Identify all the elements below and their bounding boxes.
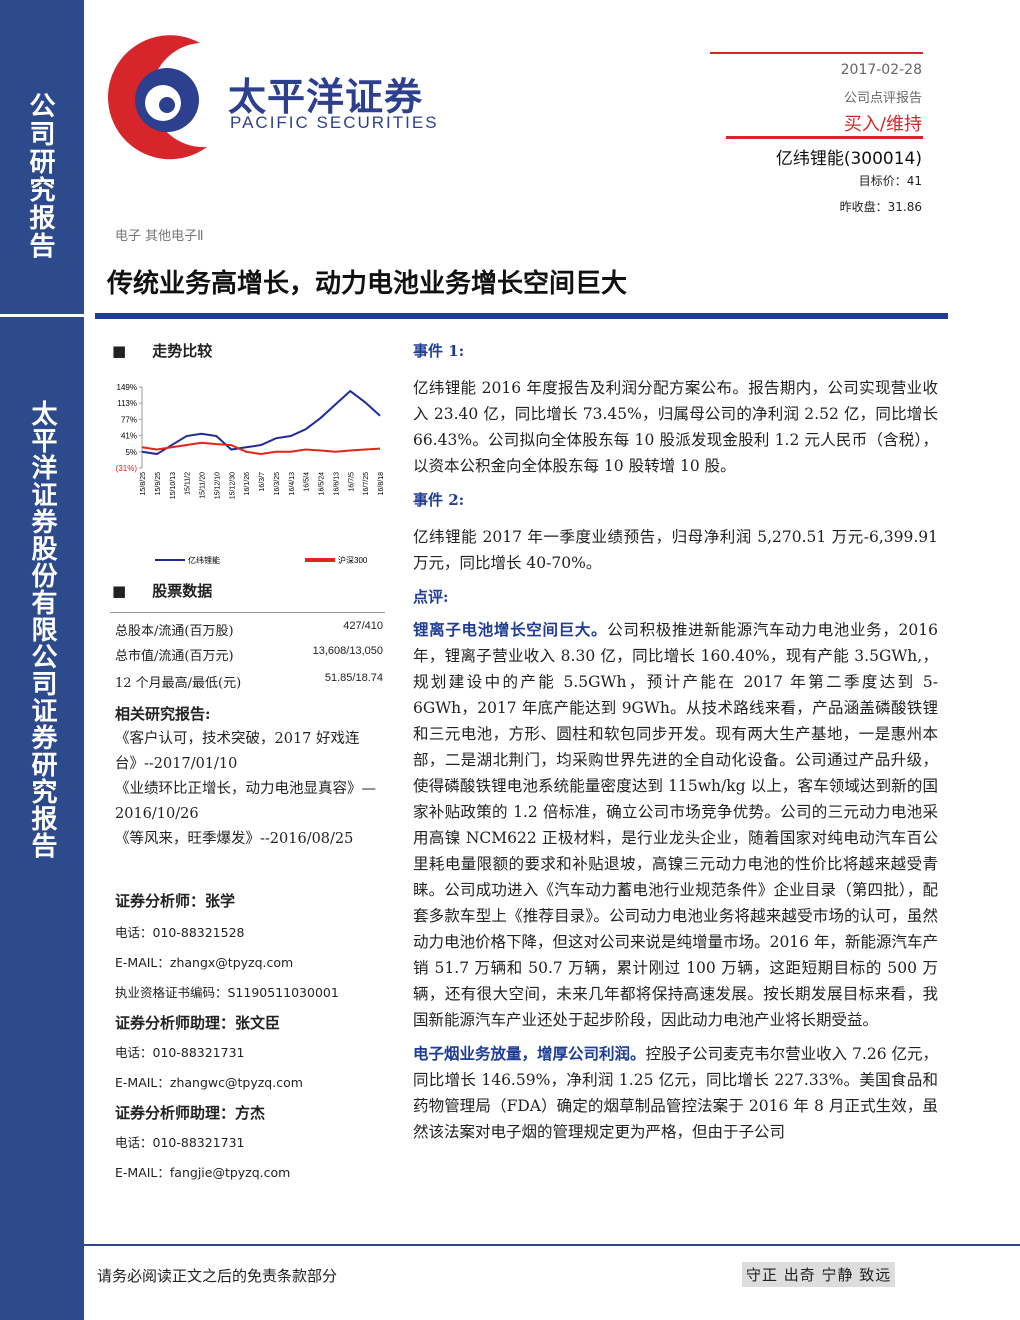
event-text: 亿纬锂能 2016 年度报告及利润分配方案公布。报告期内，公司实现营业收入 23… xyxy=(413,379,938,475)
x-tick-label: 16/3/25 xyxy=(274,472,281,495)
sidebar xyxy=(0,0,84,1320)
related-item: 《等风来，旺季爆发》--2016/08/25 xyxy=(115,831,354,847)
section-heading: ■ 股票数据 xyxy=(112,582,213,600)
stock-row: 12 个月最高/最低(元) 51.85/18.74 xyxy=(115,672,383,691)
x-tick-label: 15/10/13 xyxy=(170,472,177,499)
label: 12 个月最高/最低(元) xyxy=(115,676,242,691)
label: 总市值/流通(百万元) xyxy=(115,649,234,664)
event-heading: 事件 1: xyxy=(413,342,465,360)
analyst-license: 执业资格证书编码：S1190511030001 xyxy=(115,985,339,1000)
target-price: 目标价：41 xyxy=(858,174,922,188)
footer-rule xyxy=(84,1244,1020,1246)
rule xyxy=(726,136,923,139)
y-tick-label: 149% xyxy=(117,383,137,392)
related-heading: 相关研究报告: xyxy=(115,705,211,723)
motto: 守正 出奇 宁静 致远 xyxy=(742,1262,896,1287)
analyst-email: E-MAIL：fangjie@tpyzq.com xyxy=(115,1165,291,1180)
related-list: 《客户认可，技术突破，2017 好戏连台》--2017/01/10 《业绩环比正… xyxy=(115,727,385,852)
rule xyxy=(110,612,385,613)
trend-chart: 149% 113% 77% 41% 5% (31%)15/8/25 15/9/25 15/10… xyxy=(116,383,385,565)
rule xyxy=(710,52,923,54)
analyst-role: 证券分析师：张学 xyxy=(115,892,236,910)
event-text: 亿纬锂能 2017 年一季度业绩预告，归母净利润 5,270.51 万元-6,3… xyxy=(413,528,938,572)
review-paragraph: 电子烟业务放量，增厚公司利润。控股子公司麦克韦尔营业收入 7.26 亿元，同比增… xyxy=(413,1041,938,1145)
review-heading: 点评: xyxy=(413,588,449,606)
x-tick-label: 15/11/20 xyxy=(200,472,207,499)
main-column: 事件 1: 亿纬锂能 2016 年度报告及利润分配方案公布。报告期内，公司实现营… xyxy=(413,340,938,1145)
analyst-email: E-MAIL：zhangwc@tpyzq.com xyxy=(115,1075,303,1090)
sidebar-bottom: 太平洋证券股份有限公司证券研究报告 xyxy=(27,400,57,859)
heading-text: 股票数据 xyxy=(152,582,213,600)
logo-en: PACIFIC SECURITIES xyxy=(230,113,439,132)
value: 13,608/13,050 xyxy=(312,645,383,657)
series-line xyxy=(141,389,381,456)
x-tick-label: 15/8/25 xyxy=(140,472,147,495)
x-tick-label: 16/8/18 xyxy=(378,472,385,495)
value: 51.85/18.74 xyxy=(324,672,383,684)
x-tick-label: 16/3/7 xyxy=(259,472,266,492)
x-tick-label: 15/9/25 xyxy=(155,472,162,495)
x-tick-label: 15/11/2 xyxy=(185,472,192,495)
value: 427/410 xyxy=(343,620,383,632)
x-tick-label: 16/7/25 xyxy=(363,472,370,495)
analysts: 证券分析师：张学 电话：010-88321528 E-MAIL：zhangx@t… xyxy=(115,890,395,1192)
x-tick-label: 15/12/10 xyxy=(214,472,221,499)
analyst-role: 证券分析师助理：方杰 xyxy=(115,1104,266,1122)
logo-cn: 太平洋证券 xyxy=(228,75,424,119)
category: 电子 其他电子Ⅱ xyxy=(115,229,204,244)
review-paragraph: 锂离子电池增长空间巨大。公司积极推进新能源汽车动力电池业务，2016 年，锂离子… xyxy=(413,617,938,1033)
rating: 买入/维持 xyxy=(843,114,922,135)
report-type: 公司点评报告 xyxy=(843,91,922,106)
analyst-phone: 电话：010-88321731 xyxy=(115,1135,245,1150)
stock-row: 总股本/流通(百万股) 427/410 xyxy=(115,620,383,639)
y-tick-label: 77% xyxy=(121,415,137,424)
sidebar-top: 公司研究报告 xyxy=(25,92,55,260)
legend-label: 沪深300 xyxy=(338,555,368,565)
title-rule xyxy=(95,313,948,319)
disclaimer: 请务必阅读正文之后的免责条款部分 xyxy=(97,1267,338,1285)
y-tick-label: (31%) xyxy=(116,464,138,473)
analyst-email: E-MAIL：zhangx@tpyzq.com xyxy=(115,955,294,970)
x-tick-label: 16/5/24 xyxy=(319,472,326,495)
legend-label: 亿纬锂能 xyxy=(188,555,220,565)
analyst-phone: 电话：010-88321731 xyxy=(115,1045,245,1060)
label: 总股本/流通(百万股) xyxy=(115,624,234,639)
x-tick-label: 16/5/4 xyxy=(304,472,311,492)
x-tick-label: 16/1/26 xyxy=(244,472,251,495)
related-item: 《业绩环比正增长，动力电池显真容》—2016/10/26 xyxy=(115,781,376,822)
title: 传统业务高增长，动力电池业务增长空间巨大 xyxy=(107,269,628,299)
prev-close: 昨收盘：31.86 xyxy=(839,200,922,214)
y-tick-label: 41% xyxy=(121,432,137,441)
y-tick-label: 113% xyxy=(117,399,137,408)
x-tick-label: 16/7/5 xyxy=(348,472,355,492)
related-item: 《客户认可，技术突破，2017 好戏连台》--2017/01/10 xyxy=(115,731,360,772)
lead: 电子烟业务放量，增厚公司利润。 xyxy=(413,1044,646,1063)
x-tick-label: 16/6/13 xyxy=(333,472,340,495)
x-tick-label: 15/12/30 xyxy=(229,472,236,499)
lead: 锂离子电池增长空间巨大。 xyxy=(413,620,608,639)
event-heading: 事件 2: xyxy=(413,491,465,509)
logo-mark xyxy=(107,35,207,160)
y-tick-label: 5% xyxy=(125,448,137,457)
stock: 亿纬锂能(300014) xyxy=(775,149,922,169)
sidebar-divider xyxy=(0,314,84,317)
stock-row: 总市值/流通(百万元) 13,608/13,050 xyxy=(115,645,383,664)
x-tick-label: 16/4/13 xyxy=(289,472,296,495)
analyst-phone: 电话：010-88321528 xyxy=(115,925,245,940)
analyst-role: 证券分析师助理：张文臣 xyxy=(115,1014,281,1032)
body: 控股子公司麦克韦尔营业收入 7.26 亿元，同比增长 146.59%，净利润 1… xyxy=(413,1045,938,1141)
series-line xyxy=(141,441,381,456)
date: 2017-02-28 xyxy=(840,62,922,78)
section-heading: ■ 走势比较 xyxy=(112,342,213,360)
heading-text: 走势比较 xyxy=(152,342,213,360)
body: 公司积极推进新能源汽车动力电池业务，2016 年，锂离子营业收入 8.30 亿，… xyxy=(413,621,938,1029)
